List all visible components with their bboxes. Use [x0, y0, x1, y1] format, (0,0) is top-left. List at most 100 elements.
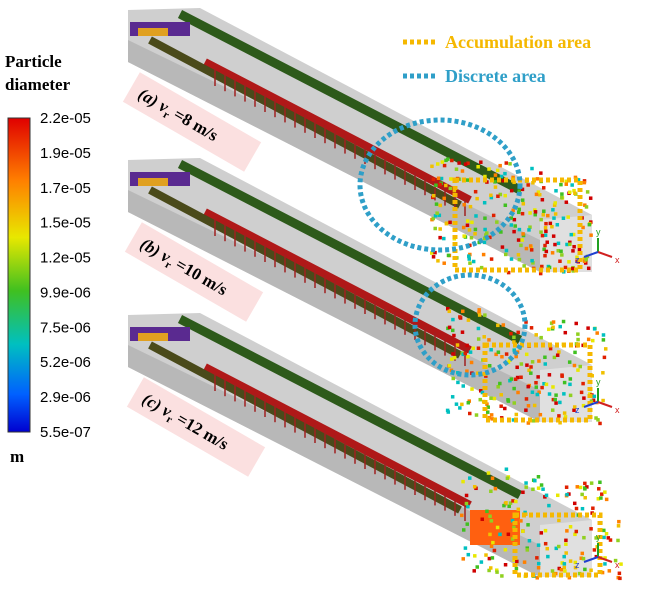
particle	[490, 545, 494, 549]
colorbar-ticks: 2.2e-051.9e-051.7e-051.5e-051.2e-059.9e-…	[40, 110, 91, 441]
particle	[458, 315, 462, 319]
particle	[434, 183, 438, 187]
particle	[451, 352, 455, 356]
particle	[530, 167, 534, 171]
particle	[548, 392, 552, 396]
particle	[557, 242, 561, 246]
particle	[505, 161, 509, 165]
particle	[510, 377, 514, 381]
particle	[491, 541, 495, 545]
particle	[458, 406, 462, 410]
particle	[441, 160, 445, 164]
particle	[462, 234, 466, 238]
particle	[585, 205, 589, 209]
particle	[525, 353, 529, 357]
particle	[554, 212, 558, 216]
particle	[465, 494, 469, 498]
particle	[567, 260, 571, 264]
colorbar-tick-label: 7.5e-06	[40, 319, 91, 336]
particle	[442, 237, 446, 241]
particle	[488, 557, 492, 561]
particle	[582, 396, 586, 400]
particle	[576, 368, 580, 372]
particle	[509, 332, 513, 336]
particle	[433, 227, 437, 231]
particle	[557, 545, 561, 549]
particle	[462, 226, 466, 230]
particle	[472, 569, 476, 573]
particle	[580, 391, 584, 395]
particle	[537, 566, 541, 570]
particle	[544, 230, 548, 234]
particle	[525, 363, 529, 367]
particle	[524, 408, 528, 412]
particle	[580, 493, 584, 497]
particle	[603, 356, 607, 360]
particle	[517, 508, 521, 512]
particle	[481, 518, 485, 522]
particle	[533, 404, 537, 408]
particle	[558, 401, 562, 405]
particle	[589, 196, 593, 200]
particle	[505, 352, 509, 356]
colorbar	[8, 118, 30, 432]
particle	[483, 228, 487, 232]
particle	[513, 224, 517, 228]
particle	[546, 547, 550, 551]
particle	[521, 198, 525, 202]
particle	[504, 563, 508, 567]
particle	[590, 481, 594, 485]
particle	[438, 204, 442, 208]
particle	[563, 381, 567, 385]
particle	[527, 228, 531, 232]
particle	[524, 481, 528, 485]
particle	[562, 320, 566, 324]
particle	[562, 392, 566, 396]
particle	[557, 414, 561, 418]
particle	[544, 542, 548, 546]
particle	[465, 502, 469, 506]
particle	[583, 568, 587, 572]
particle	[619, 562, 623, 566]
particle	[519, 244, 523, 248]
particle	[545, 250, 549, 254]
particle	[461, 330, 465, 334]
particle	[430, 165, 434, 169]
colorbar-tick-label: 1.5e-05	[40, 215, 91, 232]
particle	[568, 243, 572, 247]
particle	[565, 493, 569, 497]
particle	[551, 408, 555, 412]
axis	[598, 252, 612, 257]
particle	[583, 487, 587, 491]
particle	[448, 326, 452, 330]
particle	[470, 387, 474, 391]
particle	[455, 402, 459, 406]
particle	[573, 192, 577, 196]
particle	[547, 328, 551, 332]
particle	[456, 381, 460, 385]
particle	[552, 234, 556, 238]
particle	[521, 212, 525, 216]
particle	[546, 555, 550, 559]
particle	[544, 233, 548, 237]
particle	[539, 336, 543, 340]
axis-label: z	[575, 255, 580, 265]
particle	[560, 253, 564, 256]
colorbar-tick-label: 1.7e-05	[40, 180, 91, 197]
particle	[559, 249, 563, 253]
particle	[490, 519, 494, 523]
particle	[461, 480, 465, 484]
figure: yxz(a) vr =8 m/syxz(b) vr =10 m/syxz(c) …	[0, 0, 645, 601]
particle	[564, 266, 568, 270]
particle	[496, 195, 500, 199]
particle	[512, 230, 516, 234]
particle	[480, 266, 484, 270]
particle	[482, 253, 486, 257]
particle	[451, 395, 455, 399]
particle	[597, 487, 601, 491]
particle	[473, 232, 477, 236]
particle	[537, 475, 541, 479]
particle	[523, 560, 527, 564]
particle	[464, 162, 468, 166]
